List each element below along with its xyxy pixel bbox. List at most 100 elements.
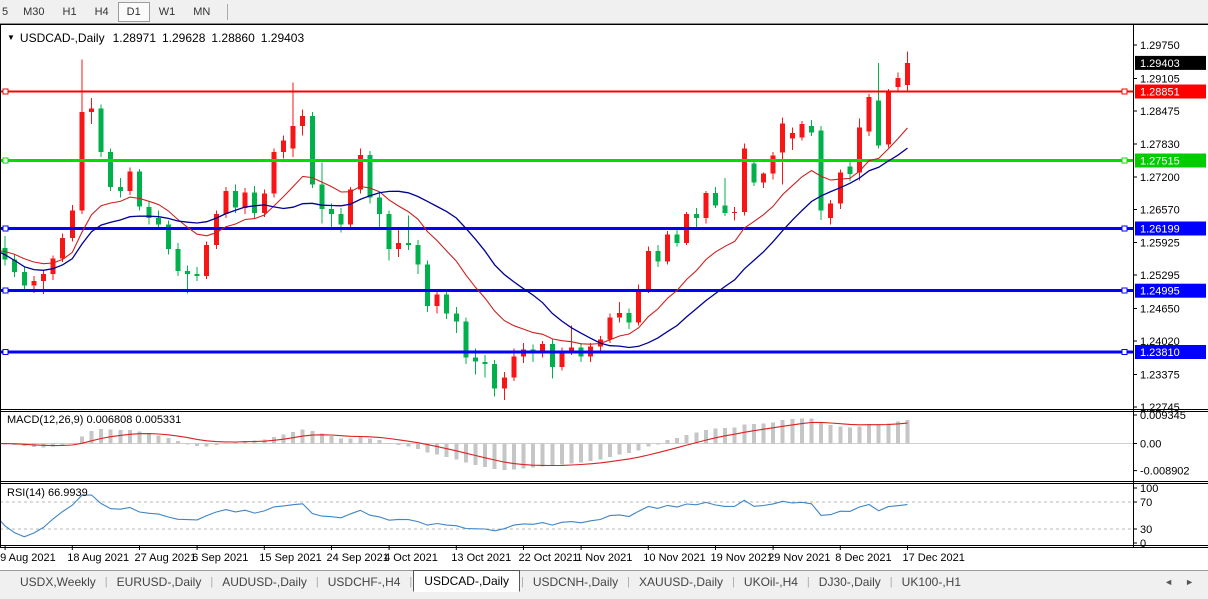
svg-text:30: 30 <box>1140 524 1152 536</box>
svg-text:17 Dec 2021: 17 Dec 2021 <box>903 552 965 564</box>
tab-usdcad-daily[interactable]: USDCAD-,Daily <box>413 569 520 592</box>
timeframe-toolbar: 5 M30 H1 H4 D1 W1 MN <box>0 0 1208 24</box>
tab-separator: | <box>315 575 319 588</box>
svg-text:70: 70 <box>1140 497 1152 509</box>
tab-usdx-weekly[interactable]: USDX,Weekly <box>20 574 96 589</box>
status-strip <box>0 592 1208 599</box>
toolbar-separator <box>227 3 229 20</box>
svg-text:100: 100 <box>1140 483 1158 495</box>
svg-text:27 Aug 2021: 27 Aug 2021 <box>135 552 197 564</box>
timeframe-button-d1[interactable]: D1 <box>117 1 150 22</box>
chart-svg[interactable]: 1.29750 1.29105 1.28475 1.27830 1.27200 1.265… <box>0 24 1208 570</box>
hline-1.27515[interactable] <box>0 157 1133 164</box>
tab-usdcnh-daily[interactable]: USDCNH-,Daily <box>532 574 619 589</box>
svg-text:19 Nov 2021: 19 Nov 2021 <box>711 552 773 564</box>
svg-text:29 Nov 2021: 29 Nov 2021 <box>768 552 830 564</box>
chart-menu-icon[interactable]: ▼ <box>7 33 15 42</box>
tab-scroll-arrows: ◄ ► <box>1164 577 1194 587</box>
timeframe-button-w1[interactable]: W1 <box>158 5 176 18</box>
svg-text:1.22745: 1.22745 <box>1140 402 1180 414</box>
tab-eurusd-daily[interactable]: EURUSD-,Daily <box>116 574 202 589</box>
close-value: 1.29403 <box>260 31 305 45</box>
svg-text:0.00: 0.00 <box>1140 439 1161 451</box>
tab-separator: | <box>210 575 214 588</box>
hline-1.28851[interactable] <box>0 88 1133 95</box>
svg-text:1.27515: 1.27515 <box>1140 156 1180 168</box>
svg-text:1.24650: 1.24650 <box>1140 304 1180 316</box>
symbol-tabbar: USDX,Weekly | EURUSD-,Daily | AUDUSD-,Daily |… <box>0 569 1208 593</box>
tab-separator: | <box>889 575 893 588</box>
chart-title: ▼ USDCAD-,Daily 1.28971 1.29628 1.28860 1.294… <box>7 31 310 45</box>
tab-xauusd-daily[interactable]: XAUUSD-,Daily <box>639 574 724 589</box>
svg-text:1.27830: 1.27830 <box>1140 139 1180 151</box>
svg-text:1.26199: 1.26199 <box>1140 224 1180 236</box>
price-badge-1.27515: 1.27515 <box>1135 153 1206 168</box>
high-value: 1.29628 <box>162 31 206 45</box>
svg-text:1.29403: 1.29403 <box>1140 58 1180 70</box>
ma-fast-line <box>0 127 908 345</box>
svg-text:9 Aug 2021: 9 Aug 2021 <box>0 552 56 564</box>
svg-text:1.29105: 1.29105 <box>1140 73 1180 85</box>
timeframe-button-mn[interactable]: MN <box>193 5 211 18</box>
price-axis: 1.29750 1.29105 1.28475 1.27830 1.27200 1.265… <box>1133 40 1180 414</box>
tab-dj30-daily[interactable]: DJ30-,Daily <box>818 574 881 589</box>
price-badge-1.29403: 1.29403 <box>1135 55 1206 70</box>
scroll-right-icon[interactable]: ► <box>1185 576 1194 587</box>
svg-text:0: 0 <box>1140 538 1146 550</box>
open-value: 1.28971 <box>112 31 156 45</box>
price-badge-1.23810: 1.23810 <box>1135 345 1206 359</box>
svg-text:1.25925: 1.25925 <box>1140 238 1180 250</box>
svg-text:6 Sep 2021: 6 Sep 2021 <box>192 552 248 564</box>
macd-label: MACD(12,26,9) 0.006808 0.005331 <box>7 414 182 426</box>
chart-symbol-label: USDCAD-,Daily <box>19 31 105 45</box>
macd-signal-line <box>0 421 908 467</box>
tab-separator: | <box>520 575 524 588</box>
tab-ukoil-h4[interactable]: UKOil-,H4 <box>743 574 798 589</box>
tab-audusd-daily[interactable]: AUDUSD-,Daily <box>222 574 307 589</box>
macd-axis: 0.009345 0.00 -0.008902 <box>1133 410 1190 478</box>
svg-text:1.25295: 1.25295 <box>1140 270 1180 282</box>
svg-text:22 Oct 2021: 22 Oct 2021 <box>519 552 579 564</box>
hline-1.24995[interactable] <box>0 287 1133 294</box>
tab-separator: | <box>627 575 631 588</box>
svg-text:1.29750: 1.29750 <box>1140 40 1180 52</box>
chart-canvas[interactable]: 1.29750 1.29105 1.28475 1.27830 1.27200 1.265… <box>0 24 1208 570</box>
rsi-label: RSI(14) 66.9939 <box>7 487 88 499</box>
price-badge-1.24995: 1.24995 <box>1135 283 1206 298</box>
tab-uk100-h1[interactable]: UK100-,H1 <box>901 574 962 589</box>
tab-usdchf-h4[interactable]: USDCHF-,H4 <box>327 574 401 589</box>
tab-separator: | <box>806 575 810 588</box>
svg-text:1.23375: 1.23375 <box>1140 369 1180 381</box>
svg-text:1.23810: 1.23810 <box>1140 347 1180 359</box>
svg-text:10 Nov 2021: 10 Nov 2021 <box>643 552 705 564</box>
svg-text:1.28851: 1.28851 <box>1140 87 1180 99</box>
tabs-container: USDX,Weekly | EURUSD-,Daily | AUDUSD-,Daily |… <box>12 569 969 593</box>
timeframe-button-h1[interactable]: H1 <box>62 5 77 18</box>
svg-text:24 Sep 2021: 24 Sep 2021 <box>327 552 389 564</box>
tab-separator: | <box>409 575 413 588</box>
svg-text:1.24995: 1.24995 <box>1140 286 1180 298</box>
hline-1.2381[interactable] <box>0 349 1133 355</box>
svg-text:1 Nov 2021: 1 Nov 2021 <box>576 552 632 564</box>
price-badge-1.28851: 1.28851 <box>1135 84 1206 99</box>
svg-text:8 Dec 2021: 8 Dec 2021 <box>835 552 891 564</box>
svg-text:1.28475: 1.28475 <box>1140 106 1180 118</box>
tab-separator: | <box>104 575 108 588</box>
timeframe-button-5[interactable]: 5 <box>2 5 9 18</box>
svg-text:1.27200: 1.27200 <box>1140 172 1180 184</box>
ma-slow-line <box>0 147 908 349</box>
chart-plot[interactable]: 1.29750 1.29105 1.28475 1.27830 1.27200 1.265… <box>0 24 1208 575</box>
svg-text:4 Oct 2021: 4 Oct 2021 <box>384 552 438 564</box>
rsi-line <box>0 494 908 538</box>
timeframe-button-h4[interactable]: H4 <box>94 5 109 18</box>
scroll-left-icon[interactable]: ◄ <box>1164 576 1174 587</box>
svg-text:0.009345: 0.009345 <box>1140 410 1186 422</box>
price-badge-1.26199: 1.26199 <box>1135 221 1206 236</box>
timeframe-button-m30[interactable]: M30 <box>23 5 45 18</box>
svg-text:18 Aug 2021: 18 Aug 2021 <box>67 552 129 564</box>
svg-text:13 Oct 2021: 13 Oct 2021 <box>451 552 511 564</box>
svg-text:15 Sep 2021: 15 Sep 2021 <box>259 552 321 564</box>
rsi-axis: 100 70 30 0 <box>1133 483 1158 550</box>
